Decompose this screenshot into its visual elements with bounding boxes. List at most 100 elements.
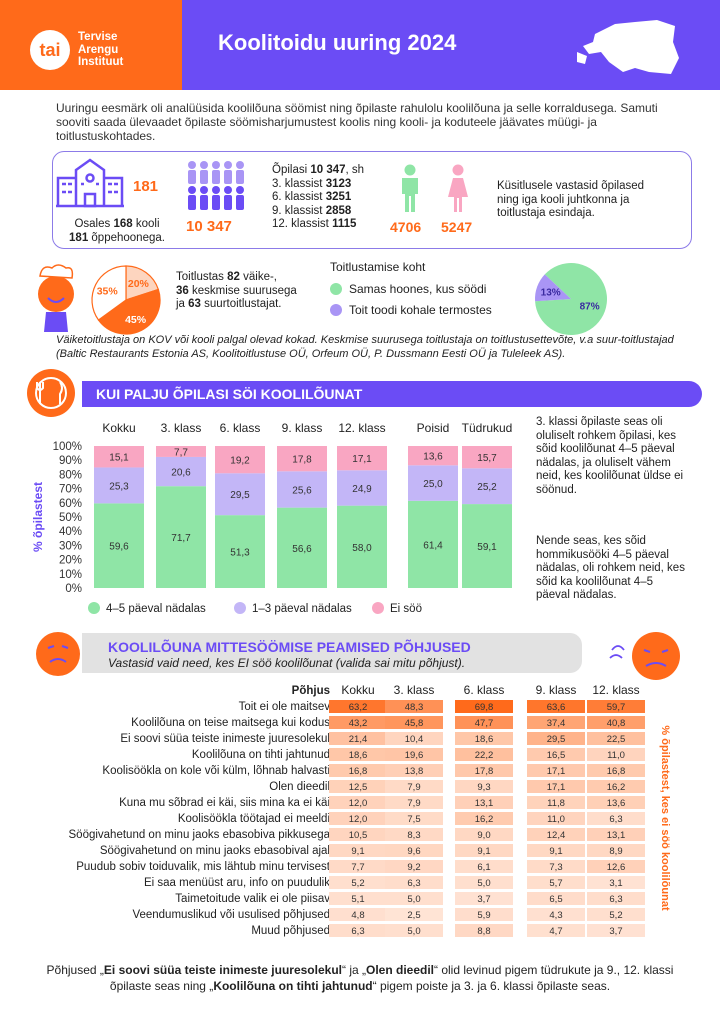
- pie-slice-label: 45%: [125, 314, 147, 326]
- heat-cell: [455, 908, 513, 921]
- bar-segment: [156, 446, 206, 457]
- heat-cell-value: 13,1: [475, 798, 494, 809]
- lunch-frequency-chart: % õpilastest 100% 90% 80% 70% 60% 50% 40% 30% 20%…: [31, 421, 512, 615]
- legend-swatch: [234, 602, 246, 614]
- grade-label: 9. klassist: [272, 204, 326, 217]
- heat-cell-value: 47,7: [475, 718, 494, 729]
- heat-cell-value: 11,0: [547, 814, 565, 825]
- heat-cell: [385, 780, 443, 793]
- heat-cell-value: 63,6: [547, 702, 566, 713]
- caterers-pie: 20% 45% 35%: [91, 265, 161, 335]
- category-label: 3. klass: [161, 421, 202, 435]
- heat-cell: [329, 844, 387, 857]
- heat-cell-value: 9,6: [407, 846, 420, 857]
- heat-cell: [527, 764, 585, 777]
- heat-cell: [587, 844, 645, 857]
- heat-cell-value: 43,2: [349, 718, 368, 729]
- bar-value-label: 71,7: [171, 533, 191, 544]
- caterers-t3: keskmise suurusega: [188, 284, 297, 297]
- heat-cell-value: 5,0: [407, 894, 420, 905]
- section2-subtitle: Vastasid vaid need, kes EI söö koolilõun…: [108, 656, 466, 670]
- heat-cell-value: 7,5: [407, 814, 420, 825]
- students-total: 10 347: [186, 218, 232, 235]
- heat-cell-value: 5,2: [609, 910, 622, 921]
- heat-cell-value: 3,7: [477, 894, 490, 905]
- heat-cell-value: 17,1: [547, 766, 566, 777]
- bar-segment: [337, 470, 387, 506]
- heat-cell: [329, 908, 387, 921]
- heat-cell: [455, 732, 513, 745]
- heat-cell: [527, 796, 585, 809]
- category-label: Kokku: [102, 421, 135, 435]
- heat-cell-value: 11,0: [607, 750, 625, 761]
- bar-segment: [277, 471, 327, 508]
- bar-value-label: 25,6: [292, 485, 312, 496]
- heat-cell-value: 19,6: [405, 750, 424, 761]
- bar-value-label: 25,2: [477, 482, 497, 493]
- footer-b2: Olen dieedil: [365, 963, 434, 977]
- section2-title: KOOLILÕUNA MITTESÖÖMISE PEAMISED PÕHJUSE…: [108, 639, 471, 655]
- grade-count: 2858: [325, 204, 352, 217]
- heat-cell-value: 18,6: [475, 734, 494, 745]
- place-pie: 87% 13%: [535, 263, 607, 335]
- heat-cell-value: 22,5: [607, 734, 626, 745]
- heat-cell-value: 16,8: [607, 766, 626, 777]
- category-label: 6. klass: [220, 421, 261, 435]
- heat-cell-value: 17,8: [475, 766, 494, 777]
- heat-cell: [455, 700, 513, 713]
- heat-cell: [527, 780, 585, 793]
- heat-cell-value: 2,5: [407, 910, 420, 921]
- heat-cell: [527, 828, 585, 841]
- reason-label: Koolisöökla töötajad ei meeldi: [178, 813, 330, 825]
- heat-cell-value: 4,3: [549, 910, 562, 921]
- bar-value-label: 19,2: [230, 456, 250, 467]
- tai-logo: tai: [30, 30, 70, 70]
- respondents-text: Küsitlusele vastasid õpilased ning iga k…: [497, 180, 645, 219]
- bar-value-label: 25,0: [423, 479, 443, 490]
- heat-cell-value: 6,3: [407, 878, 420, 889]
- heat-cell-value: 16,2: [475, 814, 494, 825]
- y-tick-label: 0%: [65, 583, 82, 595]
- heat-cell-value: 5,7: [549, 878, 562, 889]
- crying-face-icon: [609, 632, 680, 680]
- heat-cell: [587, 780, 645, 793]
- footer-b3: Koolilõuna on tihti jahtunud: [213, 979, 373, 993]
- heat-cell: [385, 876, 443, 889]
- reason-label: Olen dieedil: [269, 781, 330, 793]
- bar-value-label: 13,6: [423, 452, 443, 463]
- reason-label: Ei soovi süüa teiste inimeste juuresolek…: [120, 733, 330, 745]
- reason-label: Puudub sobiv toiduvalik, mis lähtub minu…: [76, 861, 331, 873]
- grades-list: 3. klassist 3123 6. klassist 3251 9. klass…: [272, 178, 364, 232]
- heat-cell-value: 13,8: [405, 766, 424, 777]
- heat-cell: [329, 716, 387, 729]
- footer-p4: “ pigem poiste ja 3. ja 6. klassi õpilas…: [372, 979, 611, 993]
- place-legend-item: Samas hoones, kus söödi: [330, 282, 492, 296]
- bar-value-label: 15,1: [109, 453, 129, 464]
- y-tick-label: 50%: [59, 512, 82, 524]
- bar-segment: [94, 446, 144, 468]
- buildings-count: 181: [133, 178, 159, 195]
- heat-cell-value: 13,6: [607, 798, 626, 809]
- bar-value-label: 59,6: [109, 542, 129, 553]
- heat-cell: [527, 908, 585, 921]
- bar-segment: [277, 446, 327, 472]
- bar-value-label: 15,7: [477, 453, 497, 464]
- reason-label: Taimetoitude valik ei ole piisav: [175, 893, 330, 905]
- heat-cell: [455, 716, 513, 729]
- reason-label: Söögivahetund on minu jaoks ebasobiva pi…: [69, 829, 331, 841]
- bar-value-label: 29,5: [230, 490, 250, 501]
- heat-cell: [329, 892, 387, 905]
- heat-cell: [455, 828, 513, 841]
- buildings-count-text: 181: [69, 231, 89, 244]
- pie-slice-label: 20%: [128, 278, 150, 290]
- bar-value-label: 20,6: [171, 468, 191, 479]
- heat-cell: [385, 764, 443, 777]
- heat-cell-value: 3,1: [609, 878, 622, 889]
- heat-cell: [455, 812, 513, 825]
- heat-cell-value: 9,2: [407, 862, 420, 873]
- heat-cell-value: 16,8: [349, 766, 368, 777]
- heat-cell: [587, 796, 645, 809]
- heat-cell-value: 11,8: [547, 798, 565, 809]
- heat-cell-value: 7,9: [407, 798, 420, 809]
- heat-cell-value: 12,0: [349, 798, 368, 809]
